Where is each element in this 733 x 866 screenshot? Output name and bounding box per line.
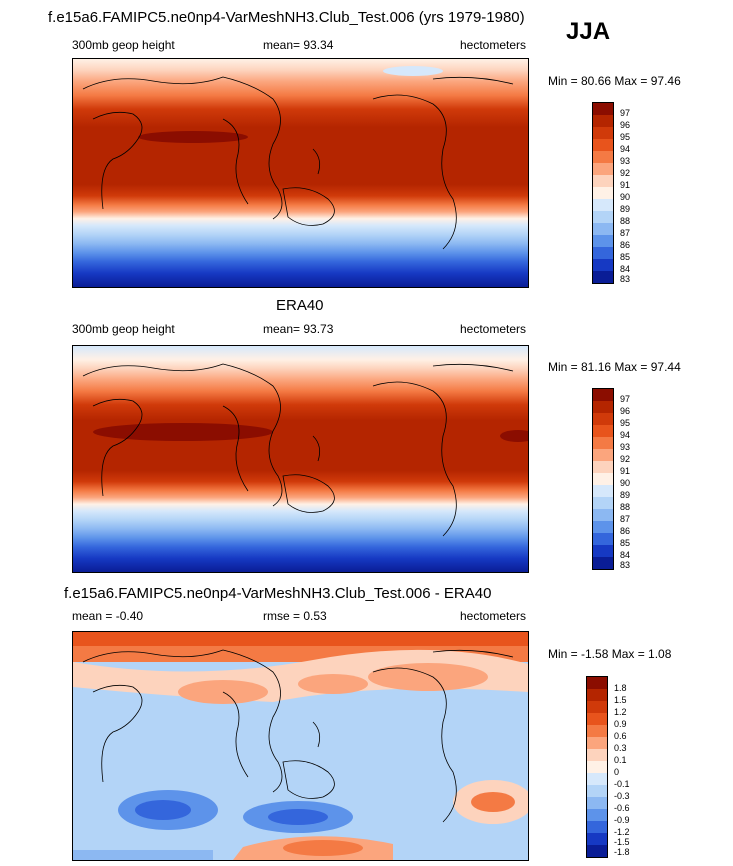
- panel1-tick: 90: [620, 192, 631, 202]
- panel2-title: ERA40: [276, 297, 324, 314]
- panel3-map: [72, 631, 529, 861]
- panel3-map-svg: [73, 632, 528, 860]
- panel1-units: hectometers: [460, 38, 527, 52]
- panel1-cold-spot: [383, 66, 443, 76]
- panel3-tick: 1.8: [614, 683, 627, 693]
- panel2-colorbar-box: [592, 388, 614, 570]
- panel3-tick: -0.6: [614, 803, 630, 813]
- panel2-tick: 86: [620, 526, 631, 536]
- panel2-tick: 87: [620, 514, 631, 524]
- panel3-tick: -0.9: [614, 815, 630, 825]
- panel3-tick: 0: [614, 767, 620, 777]
- panel2-tick: 88: [620, 502, 631, 512]
- panel2-max-band: [93, 423, 273, 441]
- panel1-mean: mean= 93.34: [263, 38, 334, 52]
- panel2-tick: 97: [620, 394, 631, 404]
- panel1-tick: 96: [620, 120, 631, 130]
- panel2-mean: mean= 93.73: [263, 322, 334, 336]
- panel1-variable: 300mb geop height: [72, 38, 175, 52]
- panel2-map: [72, 345, 529, 573]
- panel2-tick: 95: [620, 418, 631, 428]
- panel1-tick: 86: [620, 240, 631, 250]
- panel1-tick: 88: [620, 216, 631, 226]
- panel1-tick: 85: [620, 252, 631, 262]
- panel3-coastlines: [82, 649, 514, 823]
- panel3-colorbar: 1.8 1.5 1.2 0.9 0.6 0.3 0.1 0 -0.1 -0.3 …: [586, 676, 630, 858]
- panel1-tick: 93: [620, 156, 631, 166]
- panel1-tick: 95: [620, 132, 631, 142]
- panel2-tick: 91: [620, 466, 631, 476]
- panel3-tick: -1.2: [614, 827, 630, 837]
- panel1-colorbar: 97 96 95 94 93 92 91 90 89 88 87 86 85 8…: [592, 102, 630, 284]
- panel1-coastlines: [82, 76, 514, 250]
- panel1-tick: 97: [620, 108, 631, 118]
- panel2-tick: 84: [620, 550, 631, 560]
- season-label: JJA: [566, 18, 611, 45]
- panel2-tick: 92: [620, 454, 631, 464]
- panel2-max-band-east: [500, 430, 528, 442]
- panel2-tick: 85: [620, 538, 631, 548]
- panel2-variable: 300mb geop height: [72, 322, 175, 336]
- panel3-tick: 1.5: [614, 695, 627, 705]
- panel2-coastlines: [82, 363, 514, 537]
- panel3-minmax: Min = -1.58 Max = 1.08: [548, 647, 672, 661]
- panel3-tick: -1.5: [614, 837, 630, 847]
- panel3-tick: 0.6: [614, 731, 627, 741]
- panel1-map: [72, 58, 529, 288]
- panel3-tick: 0.3: [614, 743, 627, 753]
- panel1-tick: 87: [620, 228, 631, 238]
- panel2-units: hectometers: [460, 322, 527, 336]
- panel2-minmax: Min = 81.16 Max = 97.44: [548, 360, 681, 374]
- panel2-tick: 90: [620, 478, 631, 488]
- panel1-minmax: Min = 80.66 Max = 97.46: [548, 74, 681, 88]
- panel1-colorbar-box: [592, 102, 614, 284]
- panel1-title: f.e15a6.FAMIPC5.ne0np4-VarMeshNH3.Club_T…: [48, 9, 525, 26]
- panel1-tick: 92: [620, 168, 631, 178]
- panel3-mean: mean = -0.40: [72, 609, 144, 623]
- panel1-map-svg: [73, 59, 528, 287]
- panel2-map-svg: [73, 346, 528, 572]
- panel1-max-band: [138, 131, 248, 143]
- panel1-tick: 94: [620, 144, 631, 154]
- panel3-title: f.e15a6.FAMIPC5.ne0np4-VarMeshNH3.Club_T…: [64, 585, 492, 602]
- panel3-tick: 0.9: [614, 719, 627, 729]
- panel3-colorbar-box: [586, 676, 608, 858]
- panel2-colorbar: 97 96 95 94 93 92 91 90 89 88 87 86 85 8…: [592, 388, 630, 570]
- panel1-tick: 89: [620, 204, 631, 214]
- panel1-tick: 91: [620, 180, 631, 190]
- panel3-rmse: rmse = 0.53: [263, 609, 327, 623]
- panel2-tick: 83: [620, 560, 631, 570]
- panel2-tick: 96: [620, 406, 631, 416]
- panel3-tick: 0.1: [614, 755, 627, 765]
- panel3-tick: 1.2: [614, 707, 627, 717]
- panel2-tick: 94: [620, 430, 631, 440]
- panel1-tick: 83: [620, 274, 631, 284]
- panel1-tick: 84: [620, 264, 631, 274]
- panel3-tick: -1.8: [614, 847, 630, 857]
- panel2-tick: 93: [620, 442, 631, 452]
- panel2-tick: 89: [620, 490, 631, 500]
- panel3-tick: -0.3: [614, 791, 630, 801]
- panel3-tick: -0.1: [614, 779, 630, 789]
- panel3-units: hectometers: [460, 609, 527, 623]
